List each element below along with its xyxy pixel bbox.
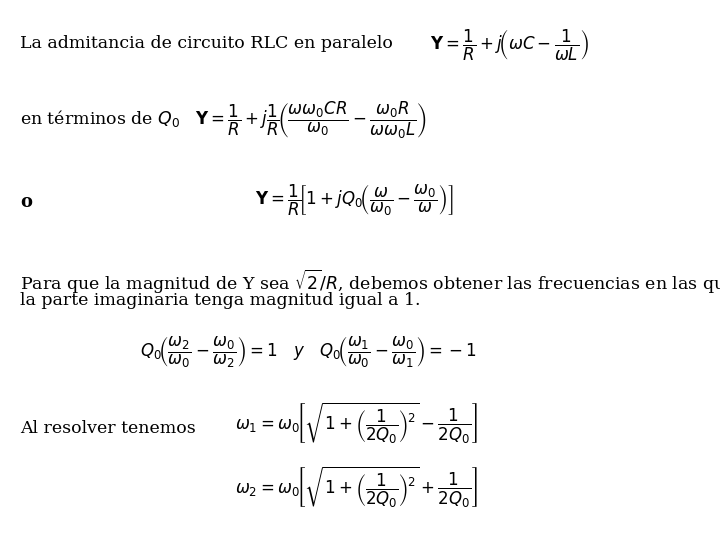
Text: en términos de $Q_0$: en términos de $Q_0$ bbox=[20, 108, 180, 129]
Text: o: o bbox=[20, 193, 32, 211]
Text: $\omega_2 = \omega_0\!\left[\sqrt{1 + \left(\dfrac{1}{2Q_0}\right)^{\!2}} + \dfr: $\omega_2 = \omega_0\!\left[\sqrt{1 + \l… bbox=[235, 465, 477, 510]
Text: La admitancia de circuito RLC en paralelo: La admitancia de circuito RLC en paralel… bbox=[20, 35, 393, 52]
Text: $\mathbf{Y} = \dfrac{1}{R} + j\!\left(\omega C - \dfrac{1}{\omega L}\right)$: $\mathbf{Y} = \dfrac{1}{R} + j\!\left(\o… bbox=[430, 28, 589, 63]
Text: Al resolver tenemos: Al resolver tenemos bbox=[20, 420, 196, 437]
Text: la parte imaginaria tenga magnitud igual a 1.: la parte imaginaria tenga magnitud igual… bbox=[20, 292, 420, 309]
Text: Para que la magnitud de Y sea $\sqrt{2}/R$, debemos obtener las frecuencias en l: Para que la magnitud de Y sea $\sqrt{2}/… bbox=[20, 268, 720, 296]
Text: $\mathbf{Y} = \dfrac{1}{R} + j\dfrac{1}{R}\!\left(\dfrac{\omega\omega_0 CR}{\ome: $\mathbf{Y} = \dfrac{1}{R} + j\dfrac{1}{… bbox=[195, 100, 427, 141]
Text: $\omega_1 = \omega_0\!\left[\sqrt{1 + \left(\dfrac{1}{2Q_0}\right)^{\!2}} - \dfr: $\omega_1 = \omega_0\!\left[\sqrt{1 + \l… bbox=[235, 400, 477, 445]
Text: $Q_0\!\left(\dfrac{\omega_2}{\omega_0} - \dfrac{\omega_0}{\omega_2}\right) = 1 \: $Q_0\!\left(\dfrac{\omega_2}{\omega_0} -… bbox=[140, 335, 477, 370]
Text: $\mathbf{Y} = \dfrac{1}{R}\!\left[1 + jQ_0\!\left(\dfrac{\omega}{\omega_0} - \df: $\mathbf{Y} = \dfrac{1}{R}\!\left[1 + jQ… bbox=[255, 183, 454, 218]
